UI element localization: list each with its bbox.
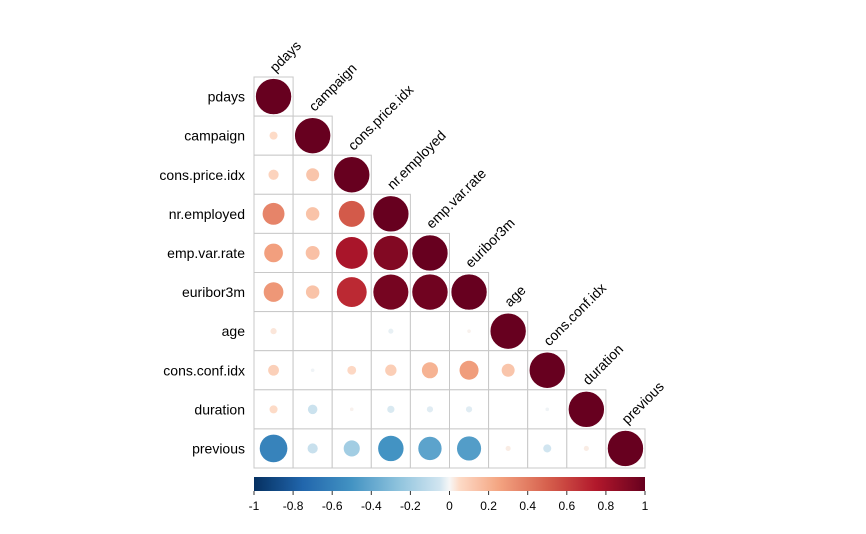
colorbar-ticks: -1 -0.8 -0.6 -0.4 -0.2 0 0.2 0.4 0.6 0.8 1 <box>249 491 649 513</box>
column-label-campaign: campaign <box>305 60 359 114</box>
circle-previous-pdays <box>259 434 288 463</box>
row-label-pdays: pdays <box>208 89 245 105</box>
circle-previous-euribor3m <box>456 436 482 461</box>
circle-cons.conf.idx-campaign <box>310 368 315 373</box>
circle-euribor3m-pdays <box>263 282 284 302</box>
circle-cons.conf.idx-nr.employed <box>385 364 397 376</box>
colorbar-tick-label-10: 1 <box>642 499 649 513</box>
row-label-campaign: campaign <box>184 128 245 144</box>
circle-pdays-pdays <box>255 78 292 115</box>
circle-age-pdays <box>270 328 277 335</box>
cell-age-pdays <box>253 311 294 352</box>
circle-previous-duration <box>583 445 589 452</box>
column-label-previous: previous <box>618 378 667 427</box>
cell-age-emp.var.rate <box>409 311 450 352</box>
cell-age-cons.price.idx <box>331 311 372 352</box>
circle-cons.price.idx-pdays <box>268 169 279 180</box>
row-label-euribor3m: euribor3m <box>182 284 245 300</box>
circle-cons.conf.idx-euribor3m <box>459 360 479 380</box>
circle-previous-campaign <box>307 443 318 454</box>
circle-cons.price.idx-cons.price.idx <box>333 156 371 194</box>
column-label-euribor3m: euribor3m <box>462 215 518 271</box>
colorbar-gradient <box>254 477 645 491</box>
circle-duration-emp.var.rate <box>426 406 434 413</box>
circle-previous-emp.var.rate <box>418 436 442 461</box>
circle-previous-cons.conf.idx <box>543 444 552 453</box>
circle-duration-nr.employed <box>387 405 395 413</box>
column-label-age: age <box>501 282 529 310</box>
circle-nr.employed-cons.price.idx <box>338 200 365 227</box>
column-label-cons.conf.idx: cons.conf.idx <box>540 280 609 349</box>
cell-age-campaign <box>292 311 333 352</box>
circle-duration-duration <box>568 391 605 428</box>
cell-duration-age <box>488 389 529 430</box>
circle-emp.var.rate-campaign <box>305 245 320 260</box>
colorbar-tick-label-2: -0.6 <box>322 499 343 513</box>
circle-duration-campaign <box>307 404 318 415</box>
circle-emp.var.rate-cons.price.idx <box>335 237 368 269</box>
circle-campaign-campaign <box>294 117 331 154</box>
circle-nr.employed-nr.employed <box>372 195 410 233</box>
row-labels: pdays campaign cons.price.idx nr.employed em… <box>159 89 245 457</box>
colorbar-tick-label-8: 0.6 <box>558 499 575 513</box>
circle-euribor3m-emp.var.rate <box>412 274 448 310</box>
column-label-duration: duration <box>579 341 626 388</box>
circle-duration-euribor3m <box>465 406 473 413</box>
circle-cons.conf.idx-cons.conf.idx <box>528 351 566 389</box>
circle-emp.var.rate-pdays <box>264 243 283 263</box>
colorbar-tick-label-4: -0.2 <box>400 499 421 513</box>
colorbar-tick-label-3: -0.4 <box>361 499 382 513</box>
circle-cons.conf.idx-emp.var.rate <box>421 362 439 379</box>
circle-emp.var.rate-nr.employed <box>373 235 409 271</box>
circle-cons.conf.idx-age <box>501 363 515 377</box>
cells-layer <box>253 76 646 469</box>
row-label-age: age <box>222 323 246 339</box>
colorbar-tick-label-6: 0.2 <box>480 499 497 513</box>
colorbar-tick-label-9: 0.8 <box>598 499 615 513</box>
circle-age-age <box>489 312 527 350</box>
circle-campaign-pdays <box>269 131 278 140</box>
circle-duration-pdays <box>269 405 278 414</box>
row-label-nr.employed: nr.employed <box>169 206 245 222</box>
circle-euribor3m-euribor3m <box>450 273 488 311</box>
column-label-nr.employed: nr.employed <box>384 127 449 192</box>
circle-age-euribor3m <box>467 329 471 333</box>
colorbar-tick-label-0: -1 <box>249 499 260 513</box>
row-label-cons.price.idx: cons.price.idx <box>159 167 245 183</box>
circle-duration-cons.conf.idx <box>545 407 550 412</box>
circle-previous-age <box>505 445 511 452</box>
circle-duration-cons.price.idx <box>349 407 354 412</box>
circle-previous-cons.price.idx <box>343 440 360 457</box>
column-label-pdays: pdays <box>266 37 304 75</box>
colorbar: -1 -0.8 -0.6 -0.4 -0.2 0 0.2 0.4 0.6 0.8 1 <box>249 477 649 513</box>
circle-euribor3m-campaign <box>305 285 320 299</box>
cell-nr.employed-campaign <box>292 193 333 234</box>
circle-emp.var.rate-emp.var.rate <box>411 234 449 272</box>
column-label-emp.var.rate: emp.var.rate <box>423 165 489 231</box>
row-label-cons.conf.idx: cons.conf.idx <box>163 362 245 378</box>
circle-age-nr.employed <box>388 328 394 334</box>
circle-nr.employed-pdays <box>262 202 285 225</box>
circle-euribor3m-cons.price.idx <box>336 277 367 307</box>
circle-cons.conf.idx-cons.price.idx <box>347 365 357 375</box>
circle-previous-nr.employed <box>378 435 404 462</box>
colorbar-tick-label-7: 0.4 <box>519 499 536 513</box>
colorbar-tick-label-5: 0 <box>446 499 453 513</box>
row-label-emp.var.rate: emp.var.rate <box>167 245 245 261</box>
column-label-cons.price.idx: cons.price.idx <box>345 81 417 153</box>
circle-cons.price.idx-campaign <box>306 168 320 182</box>
row-label-previous: previous <box>192 440 245 456</box>
circle-euribor3m-nr.employed <box>373 274 409 310</box>
colorbar-tick-label-1: -0.8 <box>283 499 304 513</box>
circle-cons.conf.idx-pdays <box>268 364 279 376</box>
row-label-duration: duration <box>194 401 245 417</box>
circle-previous-previous <box>607 430 644 467</box>
circle-nr.employed-campaign <box>305 207 320 221</box>
